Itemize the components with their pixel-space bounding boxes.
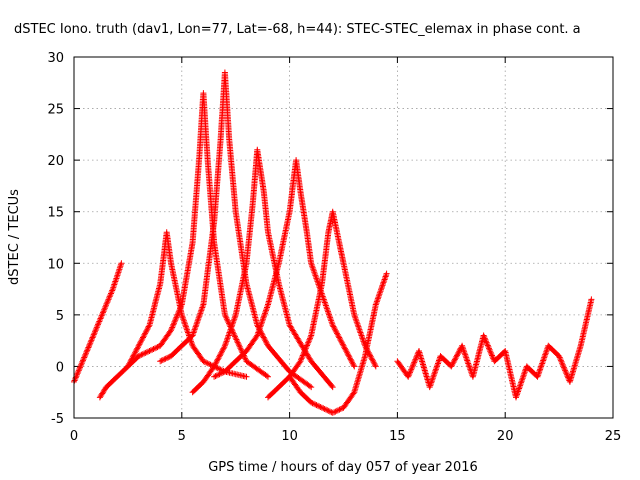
y-tick-label: 20 — [47, 154, 64, 169]
data-series — [286, 270, 390, 416]
data-series — [189, 146, 336, 396]
x-tick-label: 10 — [281, 429, 298, 444]
y-tick-label: 5 — [56, 309, 64, 324]
y-tick-label: 30 — [47, 51, 64, 66]
x-tick-label: 0 — [70, 429, 78, 444]
grid — [74, 57, 613, 418]
x-tick-label: 15 — [389, 429, 406, 444]
y-tick-label: 0 — [56, 360, 64, 375]
plot-frame — [73, 56, 614, 419]
data-series — [394, 296, 595, 401]
x-tick-label: 25 — [605, 429, 622, 444]
y-tick-label: -5 — [51, 412, 64, 427]
data-points — [71, 69, 595, 416]
data-series — [211, 157, 358, 380]
data-series — [96, 229, 250, 401]
x-tick-label: 5 — [178, 429, 186, 444]
x-tick-label: 20 — [497, 429, 514, 444]
y-axis-label: dSTEC / TECUs — [7, 189, 22, 285]
y-tick-label: 25 — [47, 103, 64, 118]
chart-title: dSTEC Iono. truth (dav1, Lon=77, Lat=-68… — [14, 22, 581, 37]
y-tick-label: 15 — [47, 206, 64, 221]
tick-labels: 0 5 10 15 20 25 -5 0 5 10 15 20 25 30 — [47, 51, 621, 444]
y-tick-label: 10 — [47, 257, 64, 272]
data-series — [265, 208, 379, 401]
x-axis-label: GPS time / hours of day 057 of year 2016 — [208, 460, 478, 475]
ticks — [73, 56, 614, 419]
